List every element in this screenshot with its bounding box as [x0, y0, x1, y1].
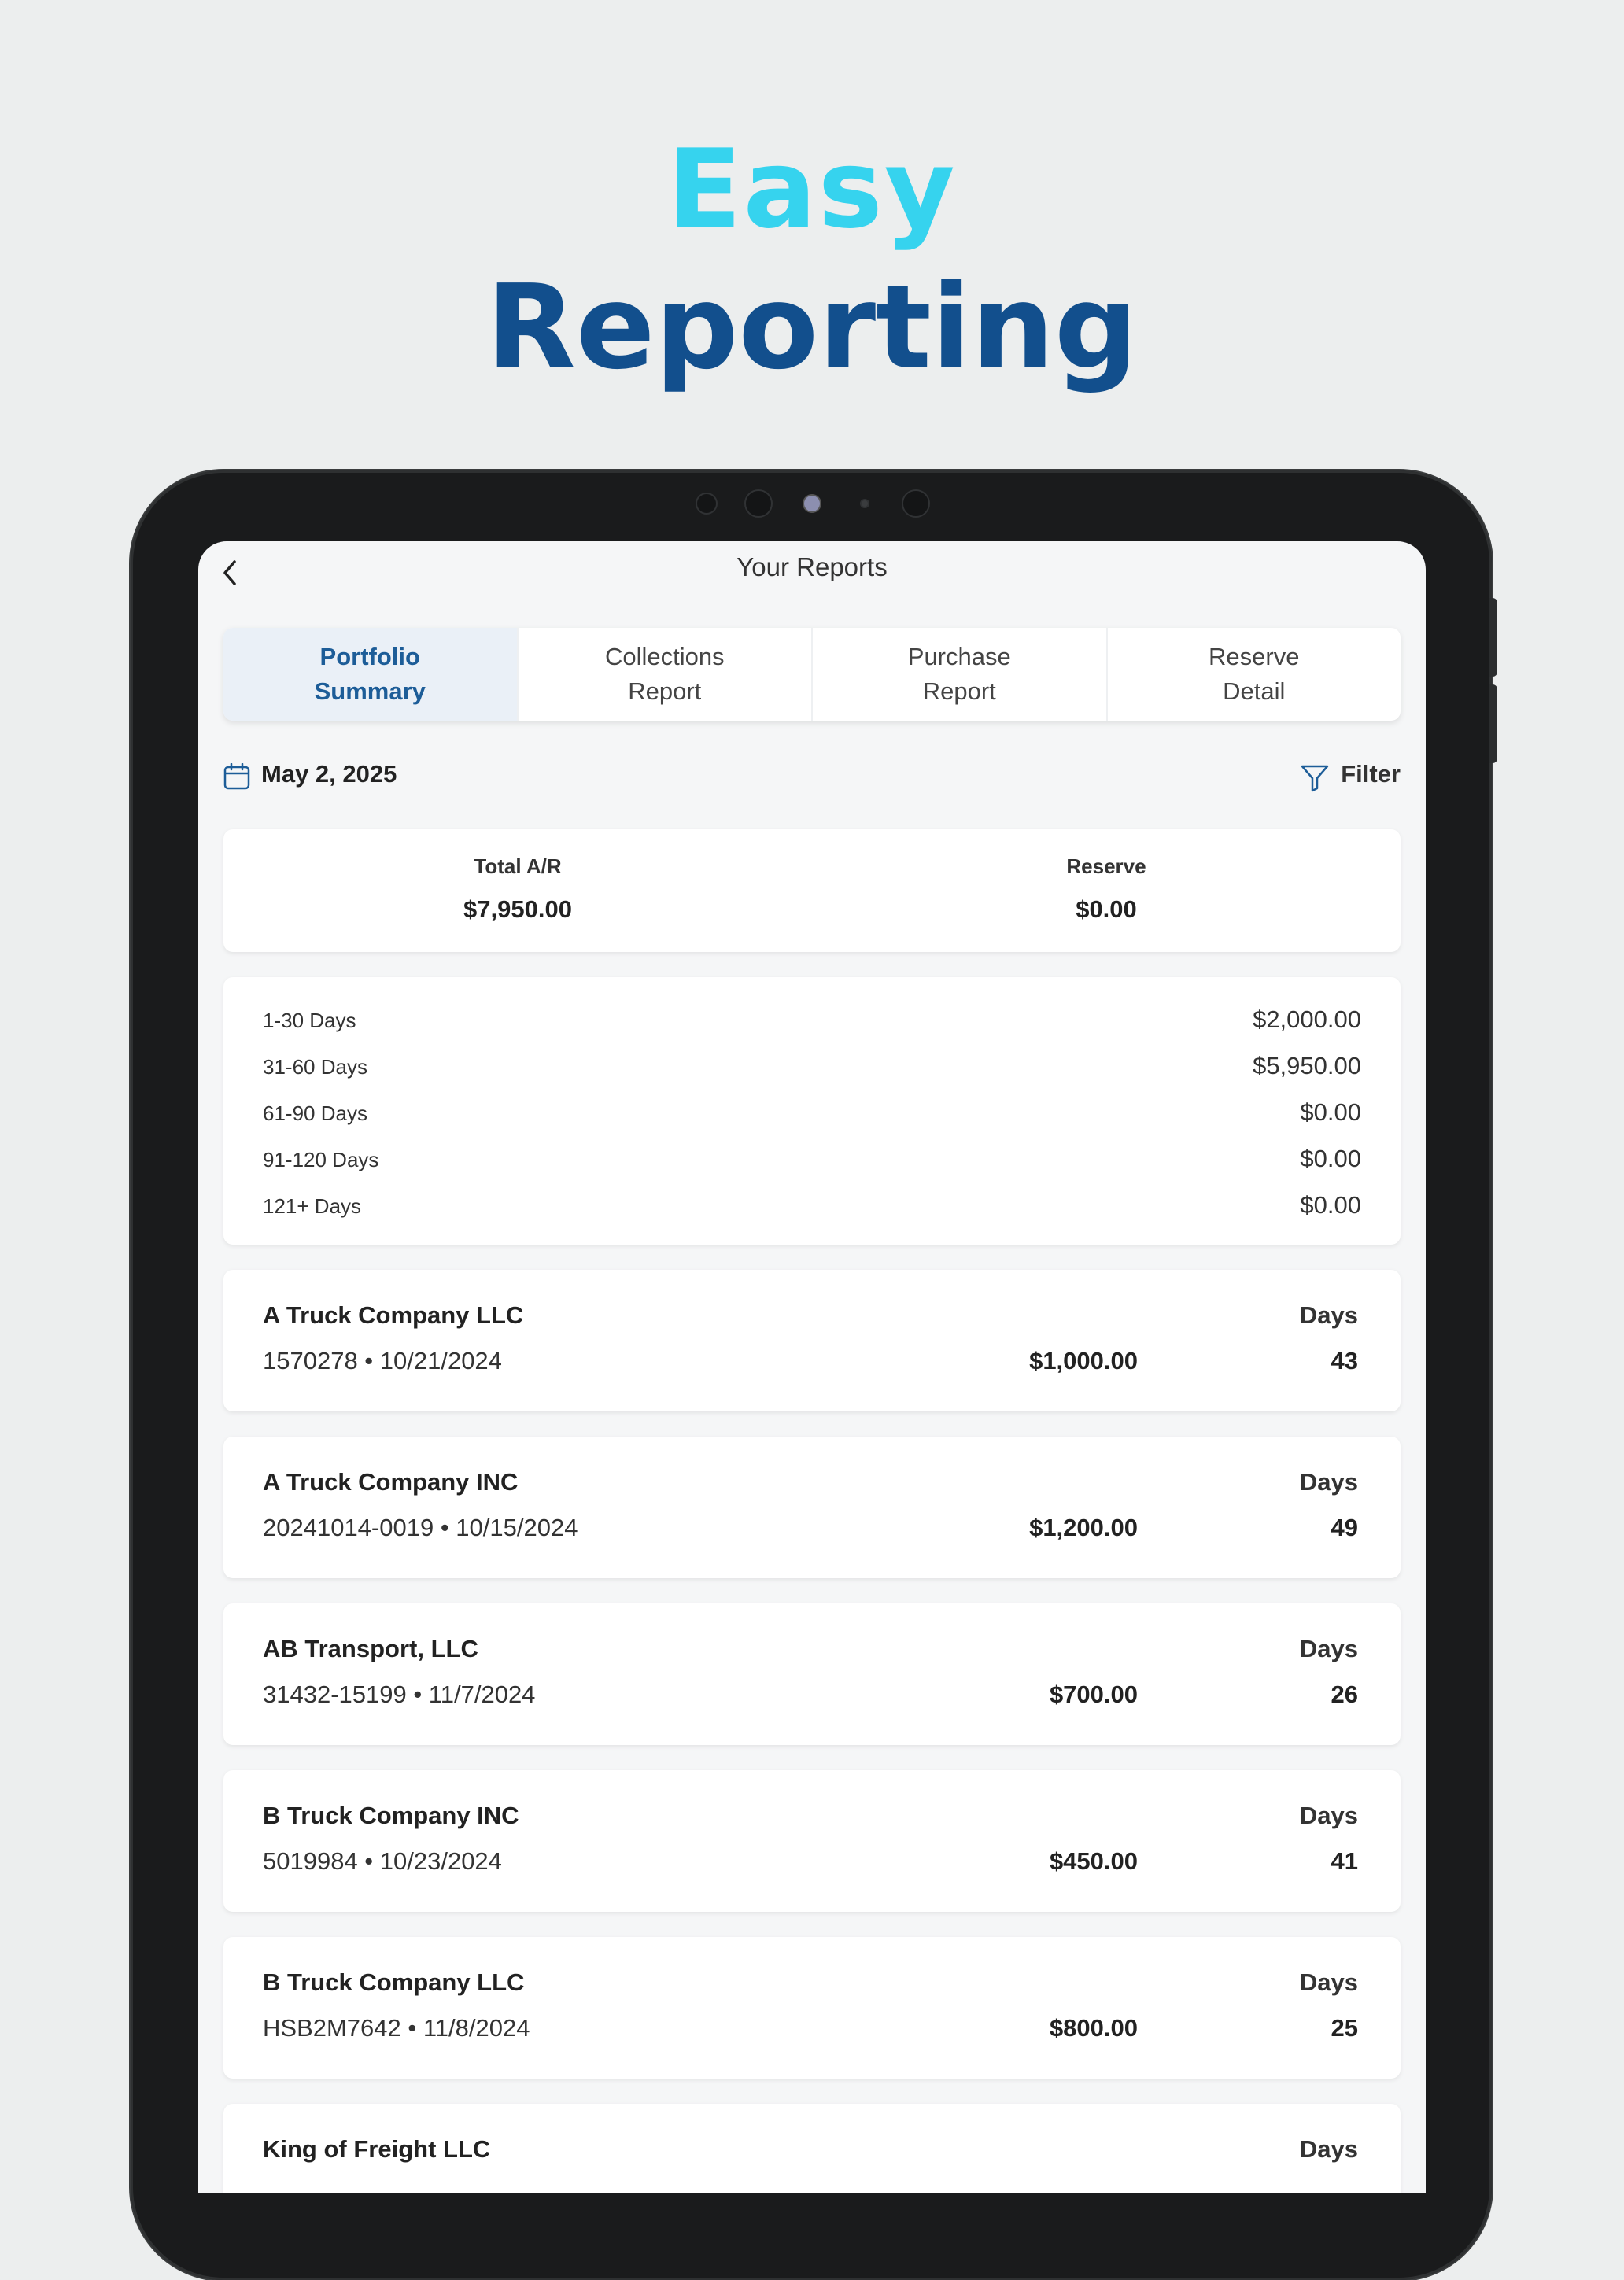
back-button[interactable] [217, 555, 245, 590]
aging-value: $0.00 [1300, 1191, 1361, 1219]
invoice-reference: 31432-15199 • 11/7/2024 [263, 1680, 536, 1708]
client-name: B Truck Company INC [263, 1802, 519, 1829]
headline-reporting: Reporting [486, 260, 1138, 395]
days-label: Days [1299, 1301, 1358, 1329]
date-bar: May 2, 2025 Filter [223, 757, 1401, 796]
client-name: AB Transport, LLC [263, 1635, 478, 1662]
power-button [1489, 684, 1497, 763]
invoice-amount: $700.00 [1049, 1680, 1138, 1708]
aging-row: 61-90 Days $0.00 [263, 1098, 1361, 1133]
sensor-dot-icon [902, 489, 930, 518]
invoice-list-item[interactable]: B Truck Company LLC HSB2M7642 • 11/8/202… [223, 1937, 1401, 2079]
client-name: A Truck Company LLC [263, 1301, 524, 1329]
aging-value: $0.00 [1300, 1145, 1361, 1172]
volume-button [1489, 598, 1497, 677]
total-ar-label: Total A/R [474, 854, 562, 878]
invoice-list-item[interactable]: A Truck Company INC 20241014-0019 • 10/1… [223, 1437, 1401, 1578]
aging-value: $5,950.00 [1253, 1052, 1361, 1079]
tab-collections-report[interactable]: Collections Report [516, 628, 812, 721]
days-value: 26 [1331, 1680, 1358, 1708]
total-ar-value: $7,950.00 [463, 895, 572, 923]
invoice-amount: $450.00 [1049, 1847, 1138, 1875]
tab-portfolio-summary[interactable]: Portfolio Summary [223, 628, 517, 721]
invoice-reference: 5019984 • 10/23/2024 [263, 1847, 502, 1875]
invoice-reference: HSB2M7642 • 11/8/2024 [263, 2014, 530, 2042]
aging-label: 31-60 Days [263, 1055, 367, 1079]
page-title: Your Reports [736, 552, 888, 581]
aging-label: 1-30 Days [263, 1009, 356, 1032]
reserve-label: Reserve [1066, 854, 1146, 878]
camera-lens-icon [803, 494, 821, 513]
invoice-list-item[interactable]: King of Freight LLC Days [223, 2104, 1401, 2193]
filter-icon [1301, 765, 1329, 792]
aging-row: 1-30 Days $2,000.00 [263, 1005, 1361, 1040]
aging-row: 121+ Days $0.00 [263, 1191, 1361, 1226]
reserve-value: $0.00 [1076, 895, 1137, 923]
aging-row: 31-60 Days $5,950.00 [263, 1052, 1361, 1087]
days-label: Days [1299, 2135, 1358, 2163]
days-label: Days [1299, 1968, 1358, 1996]
tab-purchase-report[interactable]: Purchase Report [811, 628, 1106, 721]
invoice-amount: $1,200.00 [1029, 1514, 1138, 1541]
invoice-amount: $800.00 [1049, 2014, 1138, 2042]
invoice-reference: 20241014-0019 • 10/15/2024 [263, 1514, 578, 1541]
aging-label: 91-120 Days [263, 1148, 379, 1171]
sensor-dot-icon [696, 493, 718, 515]
days-value: 41 [1331, 1847, 1358, 1875]
tab-reserve-detail[interactable]: Reserve Detail [1105, 628, 1401, 721]
days-value: 43 [1331, 1347, 1358, 1374]
invoice-list-item[interactable]: B Truck Company INC 5019984 • 10/23/2024… [223, 1770, 1401, 1912]
invoice-list-item[interactable]: AB Transport, LLC 31432-15199 • 11/7/202… [223, 1603, 1401, 1745]
aging-row: 91-120 Days $0.00 [263, 1145, 1361, 1179]
invoice-amount: $1,000.00 [1029, 1347, 1138, 1374]
app-screen: Your Reports Portfolio Summary Collectio… [198, 541, 1426, 2193]
days-value: 25 [1331, 2014, 1358, 2042]
chevron-left-icon [223, 560, 236, 585]
client-name: A Truck Company INC [263, 1468, 519, 1496]
calendar-icon[interactable] [223, 763, 250, 790]
client-name: King of Freight LLC [263, 2135, 491, 2163]
filter-label: Filter [1341, 760, 1401, 788]
days-value: 49 [1331, 1514, 1358, 1541]
aging-label: 121+ Days [263, 1194, 362, 1218]
invoice-list-item[interactable]: A Truck Company LLC 1570278 • 10/21/2024… [223, 1270, 1401, 1411]
aging-value: $0.00 [1300, 1098, 1361, 1126]
days-label: Days [1299, 1635, 1358, 1662]
sensor-dot-icon [860, 499, 869, 508]
aging-card: 1-30 Days $2,000.00 31-60 Days $5,950.00… [223, 977, 1401, 1245]
selected-date[interactable]: May 2, 2025 [261, 760, 397, 788]
days-label: Days [1299, 1802, 1358, 1829]
client-name: B Truck Company LLC [263, 1968, 525, 1996]
aging-label: 61-90 Days [263, 1101, 367, 1125]
summary-card: Total A/R $7,950.00 Reserve $0.00 [223, 829, 1401, 952]
days-label: Days [1299, 1468, 1358, 1496]
aging-value: $2,000.00 [1253, 1005, 1361, 1033]
invoice-reference: 1570278 • 10/21/2024 [263, 1347, 502, 1374]
filter-button[interactable]: Filter [1290, 757, 1401, 796]
report-tabs: Portfolio Summary Collections Report Pur… [223, 628, 1401, 721]
headline-easy: Easy [667, 126, 957, 253]
sensor-dot-icon [744, 489, 773, 518]
